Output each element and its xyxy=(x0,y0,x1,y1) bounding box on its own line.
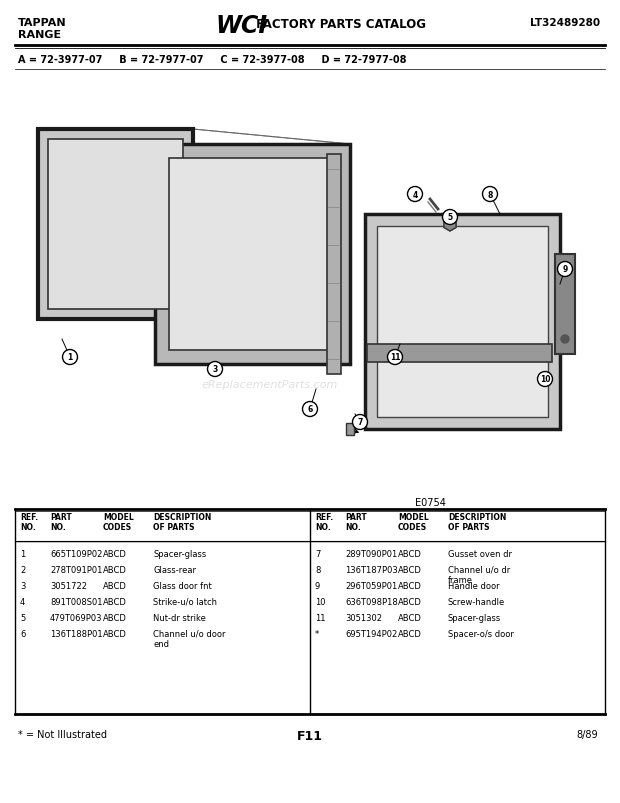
Text: F11: F11 xyxy=(297,729,323,742)
Bar xyxy=(377,226,548,418)
Text: 9: 9 xyxy=(562,265,568,274)
Bar xyxy=(327,155,341,374)
Text: 4: 4 xyxy=(412,190,418,199)
Text: ABCD: ABCD xyxy=(103,581,127,590)
Text: 8: 8 xyxy=(487,190,493,199)
Text: TAPPAN: TAPPAN xyxy=(18,18,66,28)
Bar xyxy=(169,159,336,351)
Text: * = Not Illustrated: * = Not Illustrated xyxy=(18,729,107,739)
Text: 10: 10 xyxy=(540,375,550,384)
Text: Spacer-o/s door: Spacer-o/s door xyxy=(448,630,514,638)
Text: 636T098P18: 636T098P18 xyxy=(345,597,398,606)
Text: 10: 10 xyxy=(315,597,326,606)
Text: *: * xyxy=(315,630,319,638)
Text: 891T008S01: 891T008S01 xyxy=(50,597,102,606)
Text: ABCD: ABCD xyxy=(398,565,422,574)
Text: MODEL
CODES: MODEL CODES xyxy=(398,512,429,532)
Bar xyxy=(346,423,354,435)
Text: 479T069P03: 479T069P03 xyxy=(50,613,102,622)
Text: Channel u/o door
end: Channel u/o door end xyxy=(153,630,226,649)
Text: ABCD: ABCD xyxy=(398,549,422,558)
Text: DESCRIPTION
OF PARTS: DESCRIPTION OF PARTS xyxy=(448,512,507,532)
Text: 5: 5 xyxy=(448,214,453,222)
Text: 9: 9 xyxy=(315,581,321,590)
Circle shape xyxy=(443,210,458,225)
Text: ABCD: ABCD xyxy=(398,581,422,590)
Circle shape xyxy=(353,415,368,430)
Circle shape xyxy=(388,350,402,365)
Text: PART
NO.: PART NO. xyxy=(50,512,72,532)
Bar xyxy=(38,130,193,320)
Text: 2: 2 xyxy=(20,565,25,574)
Text: 1: 1 xyxy=(68,353,73,362)
Circle shape xyxy=(561,336,569,344)
Text: Channel u/o dr
frame: Channel u/o dr frame xyxy=(448,565,510,585)
Bar xyxy=(48,140,183,310)
Circle shape xyxy=(63,350,78,365)
Text: 3: 3 xyxy=(213,365,218,374)
Text: Nut-dr strike: Nut-dr strike xyxy=(153,613,206,622)
Text: 695T194P02: 695T194P02 xyxy=(345,630,397,638)
Text: ABCD: ABCD xyxy=(398,630,422,638)
Text: 1: 1 xyxy=(20,549,25,558)
Bar xyxy=(367,344,552,362)
Text: 296T059P01: 296T059P01 xyxy=(345,581,397,590)
Circle shape xyxy=(557,262,572,277)
Text: 136T187P03: 136T187P03 xyxy=(345,565,398,574)
Text: E0754: E0754 xyxy=(415,497,445,507)
Text: 3: 3 xyxy=(20,581,25,590)
Text: Screw-handle: Screw-handle xyxy=(448,597,505,606)
Text: REF.
NO.: REF. NO. xyxy=(20,512,38,532)
Circle shape xyxy=(208,362,223,377)
Text: ABCD: ABCD xyxy=(103,613,127,622)
Circle shape xyxy=(407,187,422,202)
Text: REF.
NO.: REF. NO. xyxy=(315,512,333,532)
Text: 7: 7 xyxy=(357,418,363,427)
Text: 11: 11 xyxy=(315,613,326,622)
Text: WCI: WCI xyxy=(215,14,267,38)
Text: ABCD: ABCD xyxy=(103,597,127,606)
Text: ABCD: ABCD xyxy=(398,613,422,622)
Circle shape xyxy=(482,187,497,202)
Text: Handle door: Handle door xyxy=(448,581,500,590)
Circle shape xyxy=(561,266,569,274)
Text: MODEL
CODES: MODEL CODES xyxy=(103,512,134,532)
Text: ABCD: ABCD xyxy=(103,565,127,574)
Text: A = 72-3977-07     B = 72-7977-07     C = 72-3977-08     D = 72-7977-08: A = 72-3977-07 B = 72-7977-07 C = 72-397… xyxy=(18,55,407,65)
Bar xyxy=(555,255,575,355)
Text: ABCD: ABCD xyxy=(398,597,422,606)
Text: 289T090P01: 289T090P01 xyxy=(345,549,397,558)
Bar xyxy=(365,214,560,430)
Circle shape xyxy=(303,402,317,417)
Text: ABCD: ABCD xyxy=(103,549,127,558)
Text: 5: 5 xyxy=(20,613,25,622)
Text: 3051722: 3051722 xyxy=(50,581,87,590)
Text: PART
NO.: PART NO. xyxy=(345,512,367,532)
Text: FACTORY PARTS CATALOG: FACTORY PARTS CATALOG xyxy=(252,18,426,31)
Text: 4: 4 xyxy=(20,597,25,606)
Text: 6: 6 xyxy=(308,405,312,414)
Text: Spacer-glass: Spacer-glass xyxy=(153,549,206,558)
Text: eReplacementParts.com: eReplacementParts.com xyxy=(202,380,338,389)
Text: 3051302: 3051302 xyxy=(345,613,382,622)
Text: 665T109P02: 665T109P02 xyxy=(50,549,102,558)
Text: 11: 11 xyxy=(390,353,401,362)
Text: DESCRIPTION
OF PARTS: DESCRIPTION OF PARTS xyxy=(153,512,211,532)
Text: LT32489280: LT32489280 xyxy=(530,18,600,28)
Text: Spacer-glass: Spacer-glass xyxy=(448,613,501,622)
Text: Glass-rear: Glass-rear xyxy=(153,565,196,574)
Text: 8/89: 8/89 xyxy=(577,729,598,739)
Text: 8: 8 xyxy=(315,565,321,574)
Text: ABCD: ABCD xyxy=(103,630,127,638)
Bar xyxy=(155,145,350,365)
Text: 6: 6 xyxy=(20,630,25,638)
Text: 278T091P01: 278T091P01 xyxy=(50,565,102,574)
Text: Gusset oven dr: Gusset oven dr xyxy=(448,549,512,558)
Text: 136T188P01: 136T188P01 xyxy=(50,630,103,638)
Text: 7: 7 xyxy=(315,549,321,558)
Text: Strike-u/o latch: Strike-u/o latch xyxy=(153,597,217,606)
Text: RANGE: RANGE xyxy=(18,30,61,40)
Text: Glass door fnt: Glass door fnt xyxy=(153,581,212,590)
Circle shape xyxy=(538,372,552,387)
